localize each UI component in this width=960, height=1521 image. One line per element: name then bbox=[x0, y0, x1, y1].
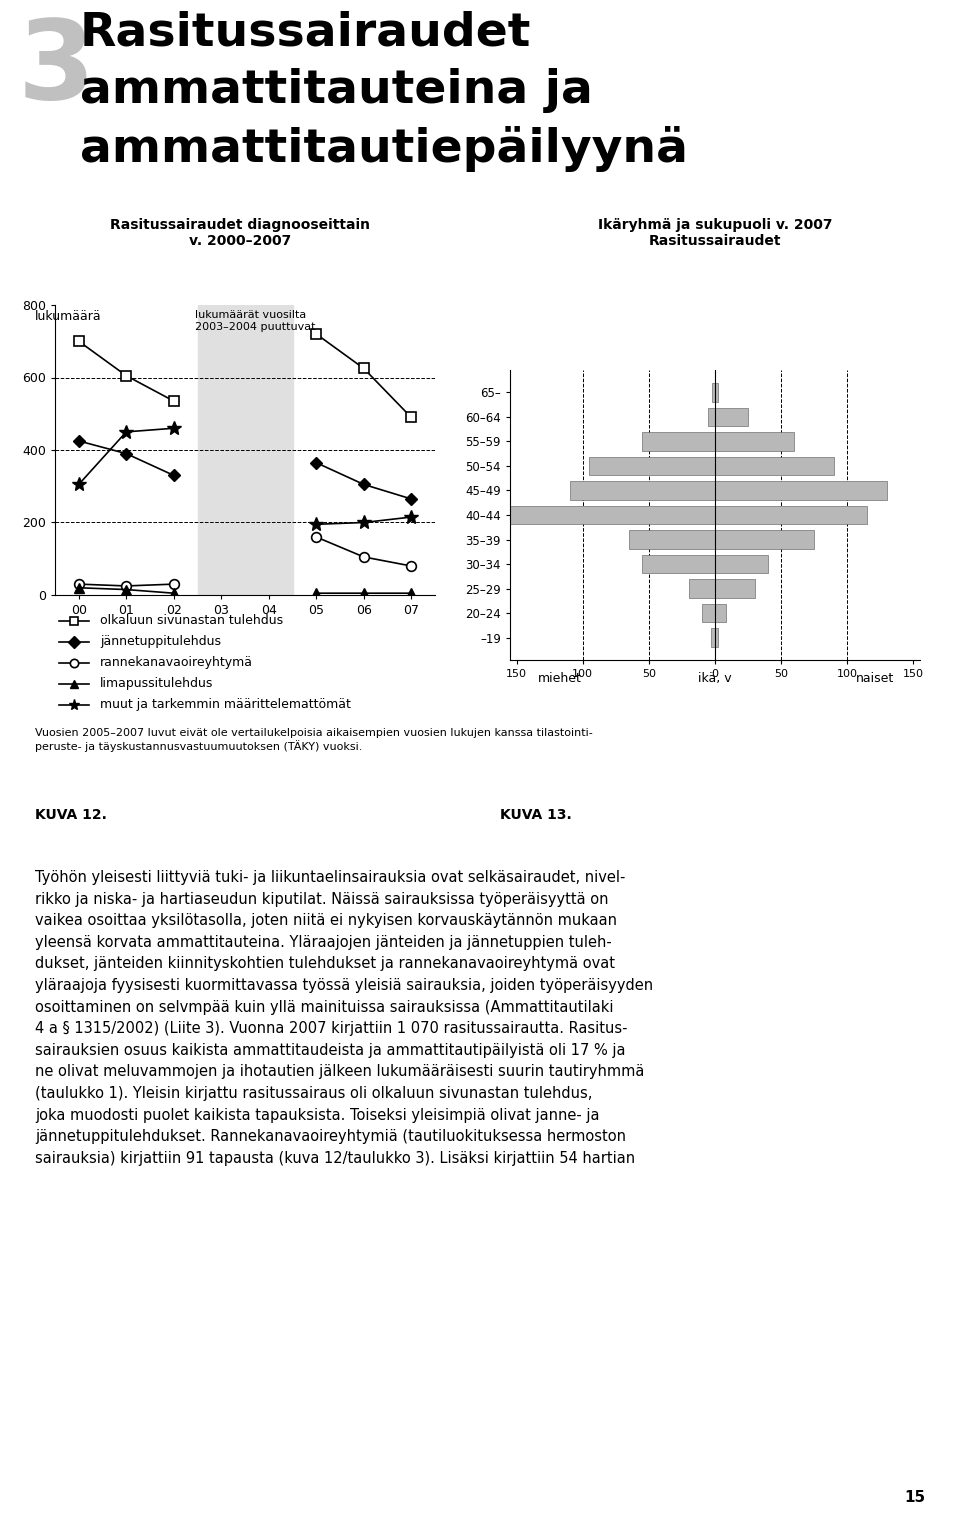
Bar bbox=[589, 456, 715, 475]
Bar bbox=[715, 383, 718, 402]
Text: Rasitussairaudet: Rasitussairaudet bbox=[80, 11, 532, 55]
Text: lukumäärä: lukumäärä bbox=[35, 310, 102, 322]
Bar bbox=[715, 531, 814, 549]
Bar bbox=[715, 408, 748, 426]
Text: Työhön yleisesti liittyviä tuki- ja liikuntaelinsairauksia ovat selkäsairaudet, : Työhön yleisesti liittyviä tuki- ja liik… bbox=[35, 870, 653, 1165]
Bar bbox=[688, 580, 715, 598]
Bar bbox=[450, 506, 715, 525]
Bar bbox=[715, 506, 867, 525]
Bar bbox=[642, 432, 715, 450]
Bar bbox=[715, 456, 834, 475]
Text: 15: 15 bbox=[904, 1491, 925, 1504]
Bar bbox=[712, 383, 715, 402]
Text: miehet: miehet bbox=[538, 672, 582, 684]
Bar bbox=[715, 580, 755, 598]
Text: Vuosien 2005–2007 luvut eivät ole vertailukelpoisia aikaisempien vuosien lukujen: Vuosien 2005–2007 luvut eivät ole vertai… bbox=[35, 729, 592, 751]
Text: limapussitulehdus: limapussitulehdus bbox=[100, 677, 213, 691]
Bar bbox=[198, 306, 293, 595]
Bar bbox=[711, 628, 715, 646]
Bar bbox=[715, 628, 718, 646]
Text: muut ja tarkemmin määrittelemattömät: muut ja tarkemmin määrittelemattömät bbox=[100, 698, 350, 710]
Bar bbox=[702, 604, 715, 622]
Bar bbox=[715, 604, 726, 622]
Text: ikä, v: ikä, v bbox=[698, 672, 732, 684]
Text: rannekanavaoireyhtymä: rannekanavaoireyhtymä bbox=[100, 656, 253, 669]
Bar bbox=[715, 481, 887, 500]
Text: 3: 3 bbox=[18, 15, 95, 122]
Bar bbox=[708, 408, 715, 426]
Text: jännetuppitulehdus: jännetuppitulehdus bbox=[100, 634, 221, 648]
Text: naiset: naiset bbox=[856, 672, 894, 684]
Text: olkaluun sivunastan tulehdus: olkaluun sivunastan tulehdus bbox=[100, 614, 283, 627]
Bar bbox=[715, 555, 768, 573]
Text: KUVA 13.: KUVA 13. bbox=[500, 808, 572, 821]
Text: lukumäärät vuosilta
2003–2004 puuttuvat: lukumäärät vuosilta 2003–2004 puuttuvat bbox=[195, 310, 316, 332]
Text: Rasitussairaudet diagnooseittain
v. 2000–2007: Rasitussairaudet diagnooseittain v. 2000… bbox=[110, 218, 370, 248]
Text: Ikäryhmä ja sukupuoli v. 2007
Rasitussairaudet: Ikäryhmä ja sukupuoli v. 2007 Rasitussai… bbox=[598, 218, 832, 248]
Bar bbox=[629, 531, 715, 549]
Text: ammattitauteina ja: ammattitauteina ja bbox=[80, 68, 593, 113]
Text: ammattitautiepäilyynä: ammattitautiepäilyynä bbox=[80, 126, 688, 172]
Bar bbox=[642, 555, 715, 573]
Bar bbox=[715, 432, 794, 450]
Bar bbox=[569, 481, 715, 500]
Text: KUVA 12.: KUVA 12. bbox=[35, 808, 107, 821]
